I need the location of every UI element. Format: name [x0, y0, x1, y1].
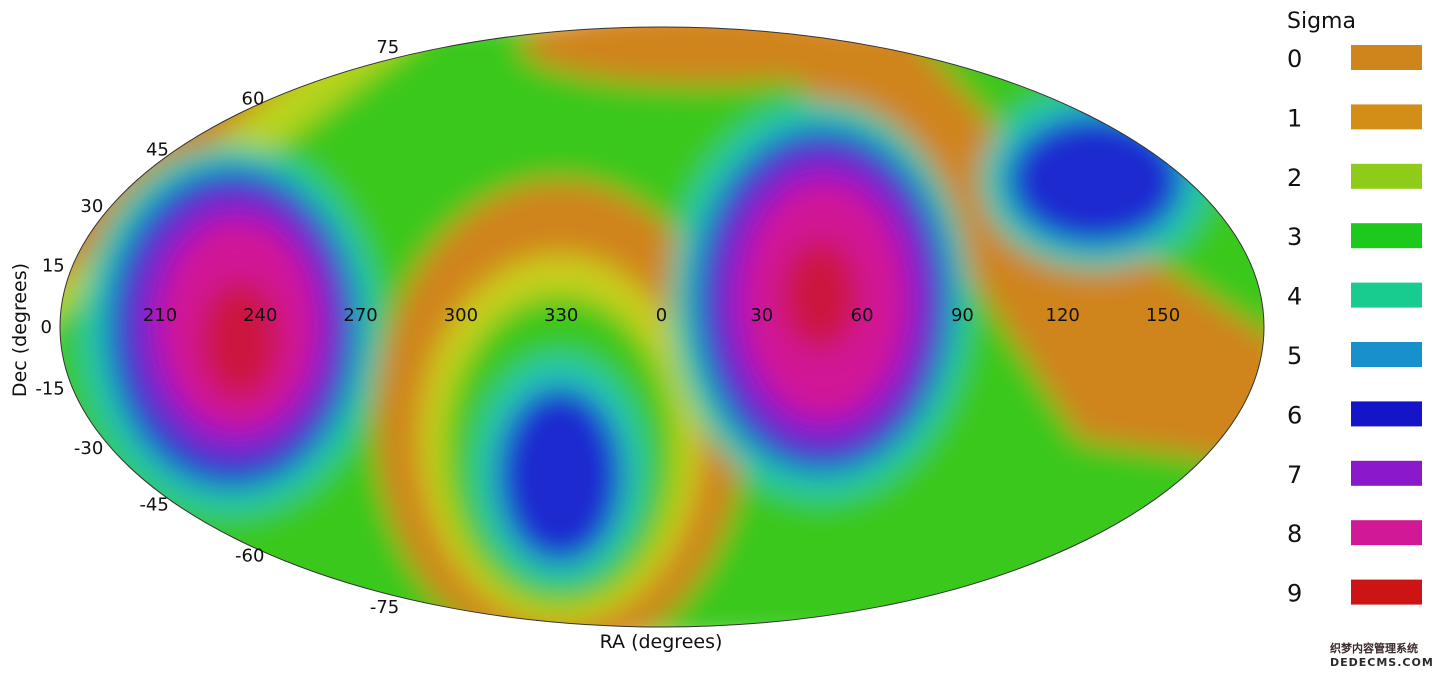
ra-tick-label: 240 [243, 305, 277, 326]
legend-swatch [1351, 282, 1422, 308]
legend-level-label: 0 [1287, 45, 1302, 73]
legend-swatch [1351, 579, 1422, 605]
legend-level-label: 1 [1287, 104, 1302, 132]
legend-title: Sigma [1287, 9, 1356, 34]
ra-tick-label: 300 [444, 305, 478, 326]
ra-tick-label: 150 [1146, 305, 1180, 326]
dec-tick-label: 45 [146, 139, 169, 160]
watermark-line-2: DEDECMS.COM [1330, 656, 1434, 669]
sky-outline [59, 26, 1265, 628]
x-axis-label: RA (degrees) [600, 631, 723, 653]
legend: Sigma 0 1 2 3 4 5 6 7 8 9 [1287, 9, 1422, 608]
blob-upper-right-blue [1007, 115, 1183, 245]
dec-tick-label: 0 [41, 317, 52, 338]
legend-swatch [1351, 401, 1422, 427]
legend-swatch [1351, 45, 1422, 70]
dec-tick-label: 60 [242, 88, 265, 109]
legend-level-label: 5 [1287, 342, 1302, 370]
legend-swatch [1351, 460, 1422, 486]
ra-tick-labels: 210 240 270 300 330 0 30 60 90 120 150 [143, 305, 1180, 326]
dec-tick-label: -30 [74, 438, 103, 459]
legend-level-label: 2 [1287, 164, 1302, 192]
ra-tick-label: 210 [143, 305, 177, 326]
dec-tick-label: -75 [370, 597, 399, 618]
legend-items: 0 1 2 3 4 5 6 7 8 9 [1287, 45, 1422, 608]
blob-center-red [782, 240, 858, 350]
ra-tick-label: 270 [343, 305, 377, 326]
legend-level-label: 3 [1287, 223, 1302, 251]
blob-lower-blue [498, 387, 622, 563]
dec-tick-label: -45 [139, 495, 168, 516]
dec-tick-label: -60 [235, 546, 264, 567]
legend-level-label: 8 [1287, 520, 1302, 548]
legend-swatch [1351, 223, 1422, 249]
ra-tick-label: 60 [851, 305, 874, 326]
blob-left-red [200, 280, 280, 400]
legend-level-label: 4 [1287, 283, 1302, 311]
dec-tick-label: -15 [35, 378, 64, 399]
dec-tick-label: 75 [376, 37, 399, 58]
dec-tick-labels: 75 60 45 30 15 0 -15 -30 -45 -60 -75 [35, 37, 399, 618]
ra-tick-label: 120 [1046, 305, 1080, 326]
dec-tick-label: 30 [80, 196, 103, 217]
legend-level-label: 6 [1287, 401, 1302, 429]
legend-swatch [1351, 520, 1422, 546]
watermark-line-1: 织梦内容管理系统 [1330, 641, 1418, 655]
legend-level-label: 7 [1287, 461, 1302, 489]
dec-tick-label: 15 [42, 256, 65, 277]
ra-tick-label: 330 [544, 305, 578, 326]
legend-swatch [1351, 104, 1422, 130]
legend-swatch [1351, 163, 1422, 189]
y-axis-label: Dec (degrees) [9, 263, 31, 397]
sigma-heatmap [60, 27, 1264, 627]
ra-tick-label: 30 [750, 305, 773, 326]
legend-level-label: 9 [1287, 580, 1302, 608]
ra-tick-label: 0 [656, 305, 667, 326]
watermark: 织梦内容管理系统 DEDECMS.COM [1330, 641, 1434, 669]
legend-swatch [1351, 342, 1422, 367]
ra-tick-label: 90 [951, 305, 974, 326]
